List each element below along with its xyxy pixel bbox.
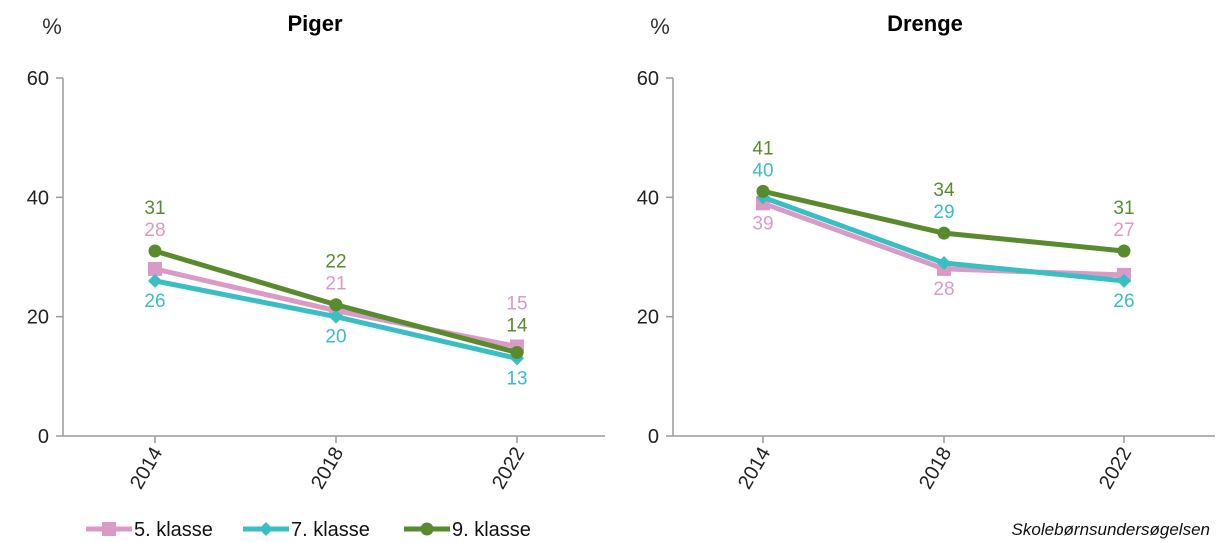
data-label: 13 — [506, 368, 527, 389]
y-unit-label: % — [650, 14, 670, 39]
data-point — [329, 309, 343, 324]
data-point — [148, 244, 162, 258]
legend-label: 5. klasse — [134, 519, 213, 541]
data-label: 28 — [144, 220, 165, 241]
data-point — [148, 261, 162, 276]
y-tick-label: 20 — [637, 307, 659, 329]
data-point — [510, 345, 524, 359]
x-tick-label: 2018 — [915, 444, 956, 494]
data-label: 28 — [933, 279, 954, 300]
data-point — [148, 273, 162, 288]
x-tick-label: 2018 — [307, 444, 348, 494]
legend-swatch-marker — [420, 522, 434, 536]
panel-title: Drenge — [887, 11, 963, 36]
data-label: 15 — [506, 294, 527, 315]
data-point — [329, 298, 343, 312]
legend-item-5-klasse: 5. klasse — [86, 519, 213, 541]
y-tick-label: 60 — [637, 68, 659, 90]
data-label: 39 — [752, 213, 773, 234]
source-note: Skolebørnsundersøgelsen — [1012, 520, 1210, 539]
data-label: 26 — [1113, 291, 1134, 312]
data-label: 21 — [325, 274, 346, 295]
y-tick-label: 20 — [27, 307, 49, 329]
data-point — [1117, 273, 1131, 288]
x-tick-label: 2022 — [488, 444, 529, 494]
series-7-klasse — [756, 190, 1131, 288]
data-label: 31 — [1113, 198, 1134, 219]
y-tick-label: 40 — [27, 187, 49, 209]
data-point — [756, 184, 770, 198]
y-tick-label: 40 — [637, 187, 659, 209]
x-tick-label: 2014 — [734, 444, 775, 494]
y-unit-label: % — [42, 14, 62, 39]
data-label: 20 — [325, 327, 346, 348]
data-label: 31 — [144, 198, 165, 219]
data-label: 22 — [325, 252, 346, 273]
data-label: 29 — [933, 202, 954, 223]
panel-title: Piger — [287, 11, 342, 36]
data-label: 27 — [1113, 220, 1134, 241]
data-label: 26 — [144, 291, 165, 312]
data-point — [1117, 244, 1131, 258]
data-label: 14 — [506, 316, 528, 337]
data-point — [937, 226, 951, 240]
legend-swatch-marker — [259, 522, 273, 536]
data-point — [937, 255, 951, 270]
data-label: 41 — [752, 138, 773, 159]
legend-label: 9. klasse — [452, 519, 531, 541]
x-tick-label: 2014 — [126, 444, 167, 494]
legend: 5. klasse 7. klasse 9. klasse — [86, 519, 531, 541]
legend-item-9-klasse: 9. klasse — [404, 519, 531, 541]
series-9-klasse — [756, 184, 1131, 258]
y-tick-label: 0 — [648, 426, 659, 448]
legend-item-7-klasse: 7. klasse — [243, 519, 370, 541]
x-tick-label: 2022 — [1095, 444, 1136, 494]
y-tick-label: 0 — [38, 426, 49, 448]
y-tick-label: 60 — [27, 68, 49, 90]
legend-swatch-marker — [102, 522, 116, 536]
legend-label: 7. klasse — [291, 519, 370, 541]
data-label: 34 — [933, 180, 955, 201]
series-9-klasse — [148, 244, 524, 359]
data-label: 40 — [752, 160, 773, 181]
